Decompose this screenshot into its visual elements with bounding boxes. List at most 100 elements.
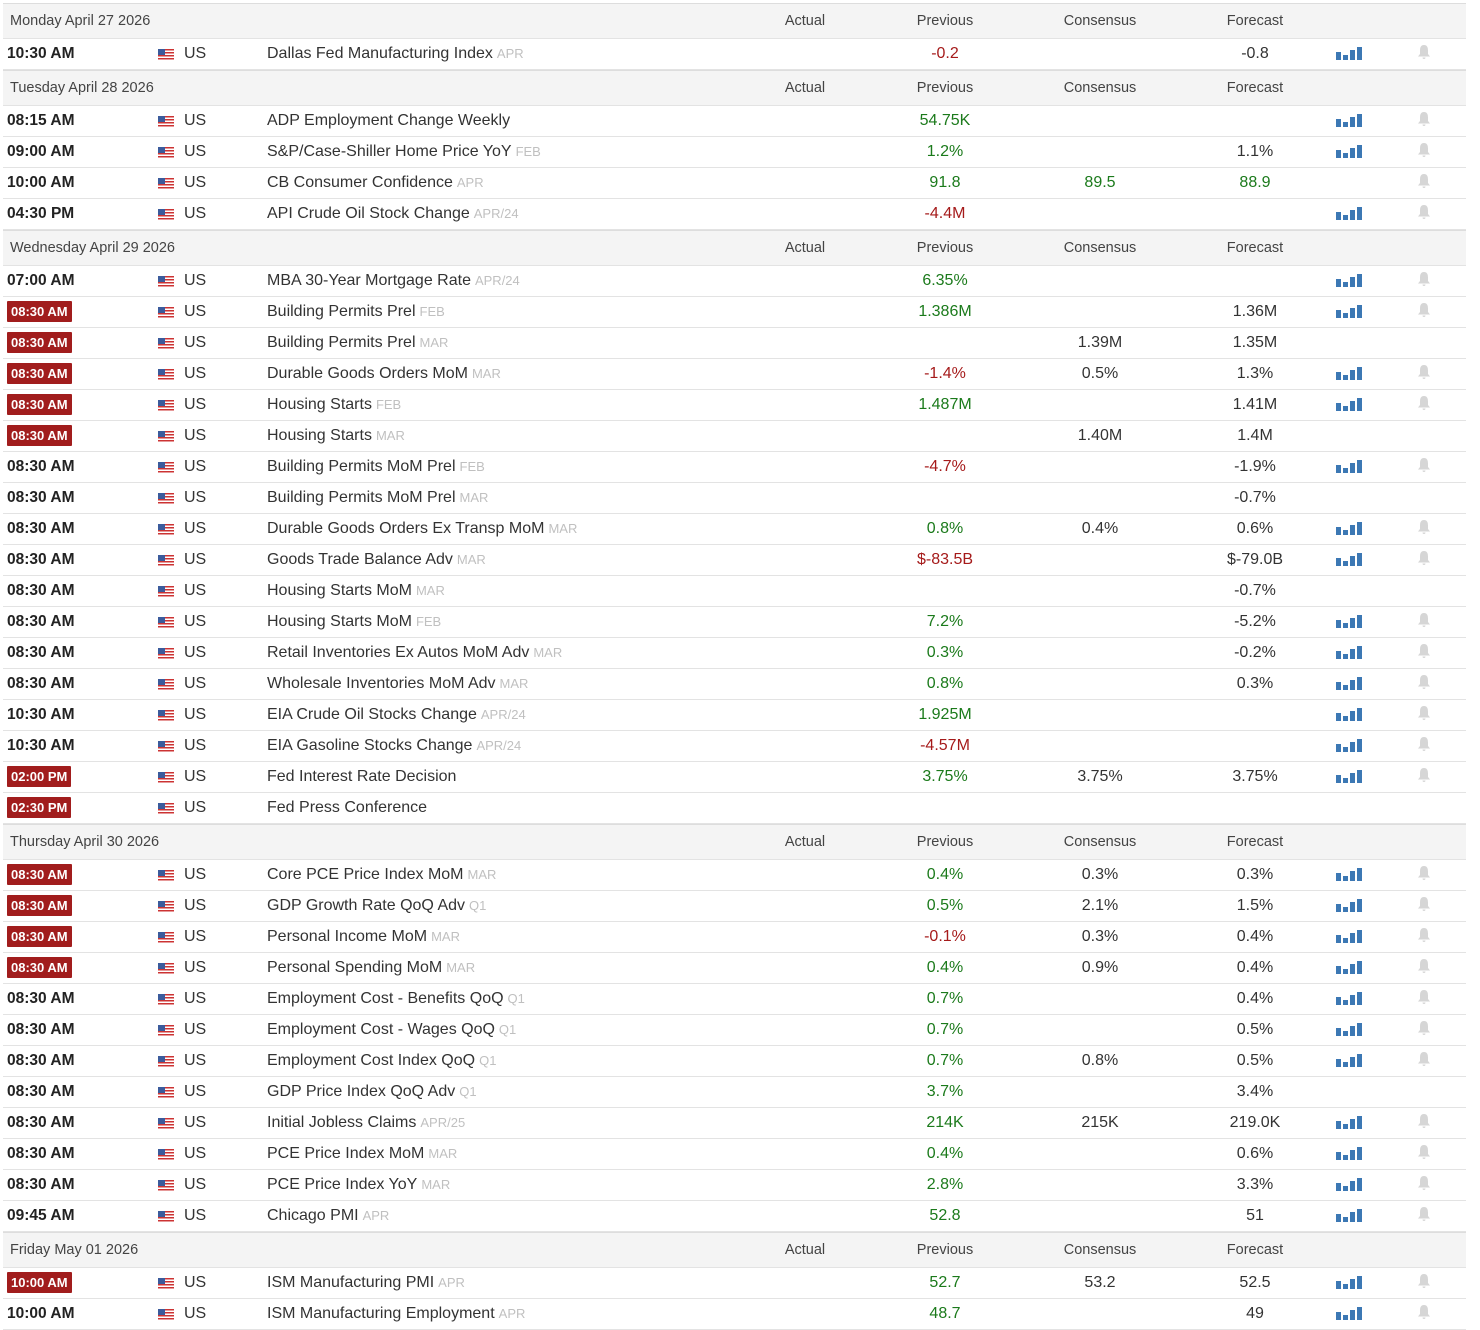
alert-bell[interactable] (1390, 1144, 1466, 1165)
event-title[interactable]: Fed Interest Rate Decision (267, 768, 457, 785)
event-row[interactable]: 08:30 AM US Wholesale Inventories MoM Adv M… (3, 669, 1466, 700)
bell-icon[interactable] (1417, 111, 1431, 127)
bell-icon[interactable] (1417, 865, 1431, 881)
bell-icon[interactable] (1417, 364, 1431, 380)
bell-icon[interactable] (1417, 1175, 1431, 1191)
event-title[interactable]: Personal Income MoM (267, 928, 428, 945)
event-title[interactable]: Durable Goods Orders MoM (267, 365, 468, 382)
event-row[interactable]: 08:30 AM US Personal Income MoM MAR -0.1% 0.3… (3, 922, 1466, 953)
alert-bell[interactable] (1390, 674, 1466, 695)
event-title[interactable]: EIA Crude Oil Stocks Change (267, 706, 477, 723)
alert-bell[interactable] (1390, 44, 1466, 65)
event-title[interactable]: Dallas Fed Manufacturing Index (267, 45, 493, 62)
event-row[interactable]: 08:30 AM US Employment Cost - Benefits QoQ… (3, 984, 1466, 1015)
bell-icon[interactable] (1417, 519, 1431, 535)
event-row[interactable]: 08:30 AM US Building Permits Prel MAR 1.39M 1… (3, 328, 1466, 359)
event-title[interactable]: ADP Employment Change Weekly (267, 112, 511, 129)
bell-icon[interactable] (1417, 674, 1431, 690)
event-title[interactable]: Personal Spending MoM (267, 959, 443, 976)
event-row[interactable]: 08:30 AM US PCE Price Index YoY MAR 2.8% 3.3% (3, 1170, 1466, 1201)
event-row[interactable]: 10:00 AM US CB Consumer Confidence APR 91.8 8… (3, 168, 1466, 199)
event-title[interactable]: EIA Gasoline Stocks Change (267, 737, 473, 754)
event-row[interactable]: 10:30 AM US Dallas Fed Manufacturing Index… (3, 39, 1466, 70)
event-row[interactable]: 09:45 AM US Chicago PMI APR 52.8 51 (3, 1201, 1466, 1232)
alert-bell[interactable] (1390, 896, 1466, 917)
alert-bell[interactable] (1390, 927, 1466, 948)
event-row[interactable]: 07:00 AM US MBA 30-Year Mortgage Rate APR/2… (3, 266, 1466, 297)
alert-bell[interactable] (1390, 643, 1466, 664)
event-title[interactable]: Employment Cost - Benefits QoQ (267, 990, 504, 1007)
event-title[interactable]: Building Permits MoM Prel (267, 458, 456, 475)
alert-bell[interactable] (1390, 457, 1466, 478)
event-title[interactable]: GDP Growth Rate QoQ Adv (267, 897, 466, 914)
event-title[interactable]: Building Permits Prel (267, 334, 416, 351)
event-row[interactable]: 08:30 AM US Building Permits MoM Prel MAR -0… (3, 483, 1466, 514)
event-title[interactable]: MBA 30-Year Mortgage Rate (267, 272, 471, 289)
bell-icon[interactable] (1417, 1144, 1431, 1160)
bell-icon[interactable] (1417, 550, 1431, 566)
event-row[interactable]: 02:30 PM US Fed Press Conference (3, 793, 1466, 824)
event-title[interactable]: Core PCE Price Index MoM (267, 866, 464, 883)
bell-icon[interactable] (1417, 1206, 1431, 1222)
event-title[interactable]: ISM Manufacturing Employment (267, 1305, 495, 1322)
bell-icon[interactable] (1417, 1304, 1431, 1320)
event-row[interactable]: 08:30 AM US Housing Starts MoM FEB 7.2% -5.2% (3, 607, 1466, 638)
bell-icon[interactable] (1417, 705, 1431, 721)
bell-icon[interactable] (1417, 736, 1431, 752)
event-row[interactable]: 10:30 AM US EIA Crude Oil Stocks Change APR… (3, 700, 1466, 731)
alert-bell[interactable] (1390, 142, 1466, 163)
event-title[interactable]: Building Permits MoM Prel (267, 489, 456, 506)
event-row[interactable]: 08:30 AM US Housing Starts MoM MAR -0.7% (3, 576, 1466, 607)
alert-bell[interactable] (1390, 1020, 1466, 1041)
alert-bell[interactable] (1390, 1304, 1466, 1325)
alert-bell[interactable] (1390, 204, 1466, 225)
alert-bell[interactable] (1390, 958, 1466, 979)
event-row[interactable]: 08:30 AM US Building Permits Prel FEB 1.386M… (3, 297, 1466, 328)
event-row[interactable]: 08:30 AM US Housing Starts FEB 1.487M 1.41M (3, 390, 1466, 421)
bell-icon[interactable] (1417, 1273, 1431, 1289)
event-title[interactable]: Retail Inventories Ex Autos MoM Adv (267, 644, 530, 661)
bell-icon[interactable] (1417, 1113, 1431, 1129)
bell-icon[interactable] (1417, 271, 1431, 287)
event-row[interactable]: 08:30 AM US Retail Inventories Ex Autos Mo… (3, 638, 1466, 669)
alert-bell[interactable] (1390, 111, 1466, 132)
event-title[interactable]: S&P/Case-Shiller Home Price YoY (267, 143, 512, 160)
bell-icon[interactable] (1417, 989, 1431, 1005)
event-title[interactable]: Housing Starts (267, 427, 372, 444)
event-row[interactable]: 08:30 AM US Durable Goods Orders Ex Transp… (3, 514, 1466, 545)
alert-bell[interactable] (1390, 395, 1466, 416)
bell-icon[interactable] (1417, 958, 1431, 974)
bell-icon[interactable] (1417, 302, 1431, 318)
event-row[interactable]: 04:30 PM US API Crude Oil Stock Change APR/… (3, 199, 1466, 230)
alert-bell[interactable] (1390, 989, 1466, 1010)
bell-icon[interactable] (1417, 767, 1431, 783)
event-row[interactable]: 08:30 AM US Employment Cost - Wages QoQ Q1 0… (3, 1015, 1466, 1046)
event-title[interactable]: API Crude Oil Stock Change (267, 205, 470, 222)
event-title[interactable]: GDP Price Index QoQ Adv (267, 1083, 456, 1100)
bell-icon[interactable] (1417, 44, 1431, 60)
alert-bell[interactable] (1390, 1175, 1466, 1196)
event-row[interactable]: 08:30 AM US Goods Trade Balance Adv MAR $-83… (3, 545, 1466, 576)
event-title[interactable]: Goods Trade Balance Adv (267, 551, 453, 568)
event-row[interactable]: 08:30 AM US Core PCE Price Index MoM MAR 0.4… (3, 860, 1466, 891)
alert-bell[interactable] (1390, 1206, 1466, 1227)
event-title[interactable]: Initial Jobless Claims (267, 1114, 417, 1131)
event-title[interactable]: Durable Goods Orders Ex Transp MoM (267, 520, 545, 537)
event-title[interactable]: ISM Manufacturing PMI (267, 1274, 435, 1291)
event-row[interactable]: 08:30 AM US Durable Goods Orders MoM MAR -1.… (3, 359, 1466, 390)
bell-icon[interactable] (1417, 1051, 1431, 1067)
event-title[interactable]: CB Consumer Confidence (267, 174, 453, 191)
alert-bell[interactable] (1390, 1113, 1466, 1134)
alert-bell[interactable] (1390, 1051, 1466, 1072)
event-title[interactable]: Building Permits Prel (267, 303, 416, 320)
event-title[interactable]: Housing Starts (267, 396, 372, 413)
alert-bell[interactable] (1390, 173, 1466, 194)
event-row[interactable]: 08:30 AM US Personal Spending MoM MAR 0.4% 0.… (3, 953, 1466, 984)
bell-icon[interactable] (1417, 457, 1431, 473)
event-row[interactable]: 08:30 AM US PCE Price Index MoM MAR 0.4% 0.6% (3, 1139, 1466, 1170)
bell-icon[interactable] (1417, 927, 1431, 943)
alert-bell[interactable] (1390, 550, 1466, 571)
bell-icon[interactable] (1417, 142, 1431, 158)
bell-icon[interactable] (1417, 643, 1431, 659)
bell-icon[interactable] (1417, 612, 1431, 628)
